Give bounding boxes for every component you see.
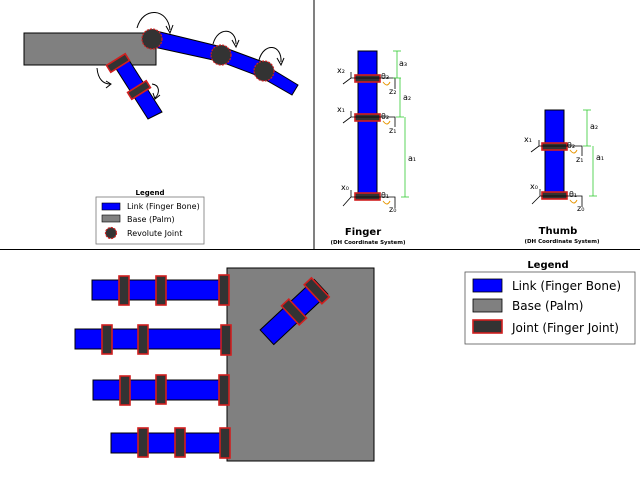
thumb-joint-2 bbox=[126, 79, 152, 101]
finger-subtitle: (DH Coordinate System) bbox=[330, 240, 406, 246]
finger-3-joint-2 bbox=[155, 374, 167, 405]
finger-z0-label: z₀ bbox=[389, 205, 396, 214]
bottom-panel: Legend Link (Finger Bone) Base (Palm) Jo… bbox=[74, 260, 636, 462]
bottom-legend-base-swatch bbox=[472, 298, 503, 313]
finger-dh-diagram: x₂ x₁ x₀ z₂ z₁ z₀ θ₃ θ₂ θ₁ a₃ a₂ a₁ Fing… bbox=[330, 50, 416, 246]
finger-theta1-mark bbox=[382, 200, 391, 205]
thumb-theta2-label: θ₂ bbox=[567, 141, 575, 150]
thumb-a2-label: a₂ bbox=[590, 122, 598, 131]
finger-dh-joint-2 bbox=[354, 113, 381, 122]
revolute-joint-1 bbox=[141, 28, 163, 50]
thumb-dh-link bbox=[544, 109, 565, 200]
thumb-z1-label: z₁ bbox=[576, 155, 583, 164]
arrow-head-2 bbox=[231, 39, 240, 49]
bottom-legend-link-swatch bbox=[472, 278, 503, 293]
finger-dh-link bbox=[357, 50, 378, 200]
thumb-dh-joint-1 bbox=[541, 191, 568, 200]
finger-2-joint-3 bbox=[220, 324, 232, 356]
thumb-subtitle: (DH Coordinate System) bbox=[524, 239, 600, 245]
finger-theta2-mark bbox=[382, 120, 391, 125]
finger-4-joint-2 bbox=[174, 427, 186, 458]
thumb-frame-0 bbox=[531, 189, 583, 207]
thumb-theta2-mark bbox=[569, 149, 578, 154]
revolute-joint-3 bbox=[253, 60, 275, 82]
arrow-head-5 bbox=[152, 92, 161, 100]
rotation-arrow-2 bbox=[212, 30, 237, 45]
finger-theta1-label: θ₁ bbox=[381, 191, 389, 200]
thumb-joint-1 bbox=[105, 52, 131, 74]
finger-4-joint-1 bbox=[137, 427, 149, 458]
finger-dh-joint-1 bbox=[354, 192, 381, 201]
thumb-title: Thumb bbox=[539, 226, 578, 237]
finger-4-joint-3 bbox=[219, 427, 231, 459]
rotation-arrow-3 bbox=[258, 47, 282, 63]
bottom-legend: Legend Link (Finger Bone) Base (Palm) Jo… bbox=[464, 260, 636, 345]
thumb-z0-label: z₀ bbox=[577, 204, 584, 213]
finger-frame-0 bbox=[342, 190, 396, 208]
bottom-thumb-joint-2 bbox=[303, 276, 331, 305]
finger-x0-label: x₀ bbox=[341, 183, 349, 192]
rotation-arrow-5 bbox=[151, 83, 159, 99]
bottom-legend-joint-label: Joint (Finger Joint) bbox=[511, 321, 619, 335]
thumb-frame-1 bbox=[530, 140, 583, 156]
thumb-x0-label: x₀ bbox=[530, 182, 538, 191]
finger-x2-label: x₂ bbox=[337, 66, 345, 75]
top-legend-link-label: Link (Finger Bone) bbox=[127, 202, 200, 211]
rotation-arrow-4 bbox=[96, 67, 111, 85]
finger-3-joint-1 bbox=[119, 375, 131, 406]
top-legend-joint-label: Revolute Joint bbox=[127, 229, 182, 238]
thumb-a1-label: a₁ bbox=[596, 153, 604, 162]
finger-dh-joint-3 bbox=[354, 74, 381, 83]
finger-2-joint-2 bbox=[137, 324, 149, 355]
bottom-thumb bbox=[259, 276, 331, 346]
top-legend-joint-swatch bbox=[104, 226, 118, 240]
thumb-dh-joint-2 bbox=[541, 142, 568, 151]
finger-theta3-mark bbox=[382, 81, 391, 86]
palm-base-top bbox=[23, 32, 157, 66]
bottom-legend-base-label: Base (Palm) bbox=[512, 299, 583, 313]
finger-1-joint-2 bbox=[155, 275, 167, 306]
finger-z2-label: z₂ bbox=[389, 87, 396, 96]
finger-2-link bbox=[74, 328, 228, 350]
finger-1-joint-3 bbox=[218, 274, 230, 306]
finger-z1-label: z₁ bbox=[389, 126, 396, 135]
rotation-arrow-1 bbox=[136, 12, 171, 31]
finger-2-joint-1 bbox=[101, 324, 113, 355]
bottom-thumb-joint-1 bbox=[280, 297, 308, 327]
thumb-dh-diagram: x₁ x₀ z₁ z₀ θ₂ θ₁ a₂ a₁ Thumb (DH Coordi… bbox=[524, 109, 604, 245]
finger-a1-label: a₁ bbox=[408, 154, 416, 163]
bottom-legend-joint-swatch bbox=[472, 319, 503, 334]
finger-3-joint-3 bbox=[218, 374, 230, 406]
finger-theta3-label: θ₃ bbox=[381, 72, 389, 81]
thumb-theta1-mark bbox=[569, 199, 578, 204]
finger-theta2-label: θ₂ bbox=[381, 112, 389, 121]
top-legend-link-swatch bbox=[101, 202, 121, 211]
arrow-head-1 bbox=[165, 24, 174, 35]
top-left-panel: Legend Link (Finger Bone) Base (Palm) Re… bbox=[23, 12, 299, 245]
revolute-joint-2 bbox=[210, 44, 232, 66]
arrow-head-3 bbox=[276, 57, 285, 67]
finger-a3-label: a₃ bbox=[399, 59, 407, 68]
finger-title: Finger bbox=[345, 227, 381, 238]
finger-x1-label: x₁ bbox=[337, 105, 345, 114]
bottom-legend-link-label: Link (Finger Bone) bbox=[512, 279, 621, 293]
top-legend-title: Legend bbox=[136, 189, 165, 197]
top-legend-base-label: Base (Palm) bbox=[127, 215, 175, 224]
arrow-head-4 bbox=[105, 80, 112, 89]
top-legend: Legend Link (Finger Bone) Base (Palm) Re… bbox=[95, 189, 205, 245]
finger-4-link bbox=[110, 432, 228, 454]
thumb-theta1-label: θ₁ bbox=[569, 190, 577, 199]
top-legend-base-swatch bbox=[101, 214, 121, 223]
finger-a2-label: a₂ bbox=[403, 93, 411, 102]
bottom-legend-title: Legend bbox=[527, 260, 568, 271]
finger-1-joint-1 bbox=[118, 275, 130, 306]
finger-frame-1 bbox=[342, 111, 396, 127]
thumb-x1-label: x₁ bbox=[524, 135, 532, 144]
